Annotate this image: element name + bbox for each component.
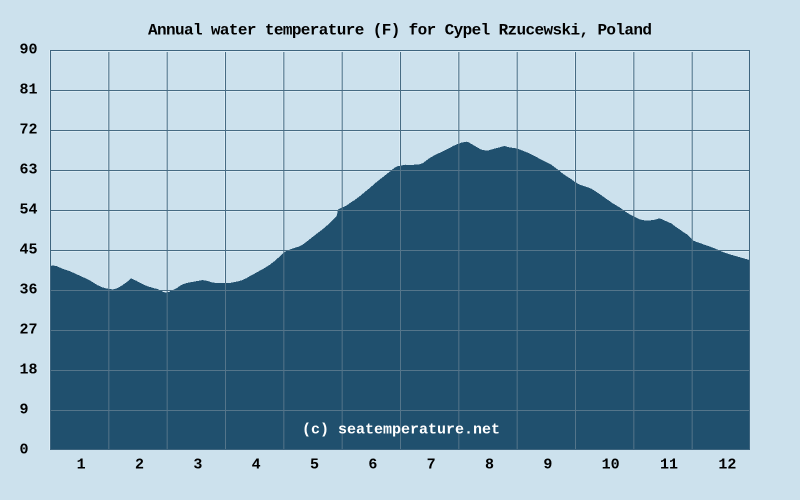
svg-text:90: 90 — [20, 42, 38, 59]
svg-text:2: 2 — [135, 457, 144, 474]
svg-text:3: 3 — [193, 457, 202, 474]
svg-text:6: 6 — [368, 457, 377, 474]
svg-text:36: 36 — [20, 282, 38, 299]
svg-text:1: 1 — [77, 457, 86, 474]
svg-text:54: 54 — [20, 202, 38, 219]
svg-text:9: 9 — [20, 402, 29, 419]
svg-text:27: 27 — [20, 322, 38, 339]
svg-text:12: 12 — [718, 457, 736, 474]
svg-text:8: 8 — [485, 457, 494, 474]
svg-text:Annual water temperature (F) f: Annual water temperature (F) for Cypel R… — [148, 22, 652, 40]
svg-text:9: 9 — [543, 457, 552, 474]
svg-text:5: 5 — [310, 457, 319, 474]
svg-text:63: 63 — [20, 162, 38, 179]
svg-text:7: 7 — [427, 457, 436, 474]
svg-text:10: 10 — [602, 457, 620, 474]
svg-text:72: 72 — [20, 122, 38, 139]
svg-text:11: 11 — [660, 457, 678, 474]
svg-text:4: 4 — [252, 457, 261, 474]
svg-text:45: 45 — [20, 242, 38, 259]
svg-text:0: 0 — [20, 442, 29, 459]
svg-text:18: 18 — [20, 362, 38, 379]
svg-text:(c) seatemperature.net: (c) seatemperature.net — [302, 422, 500, 439]
svg-text:81: 81 — [20, 82, 38, 99]
